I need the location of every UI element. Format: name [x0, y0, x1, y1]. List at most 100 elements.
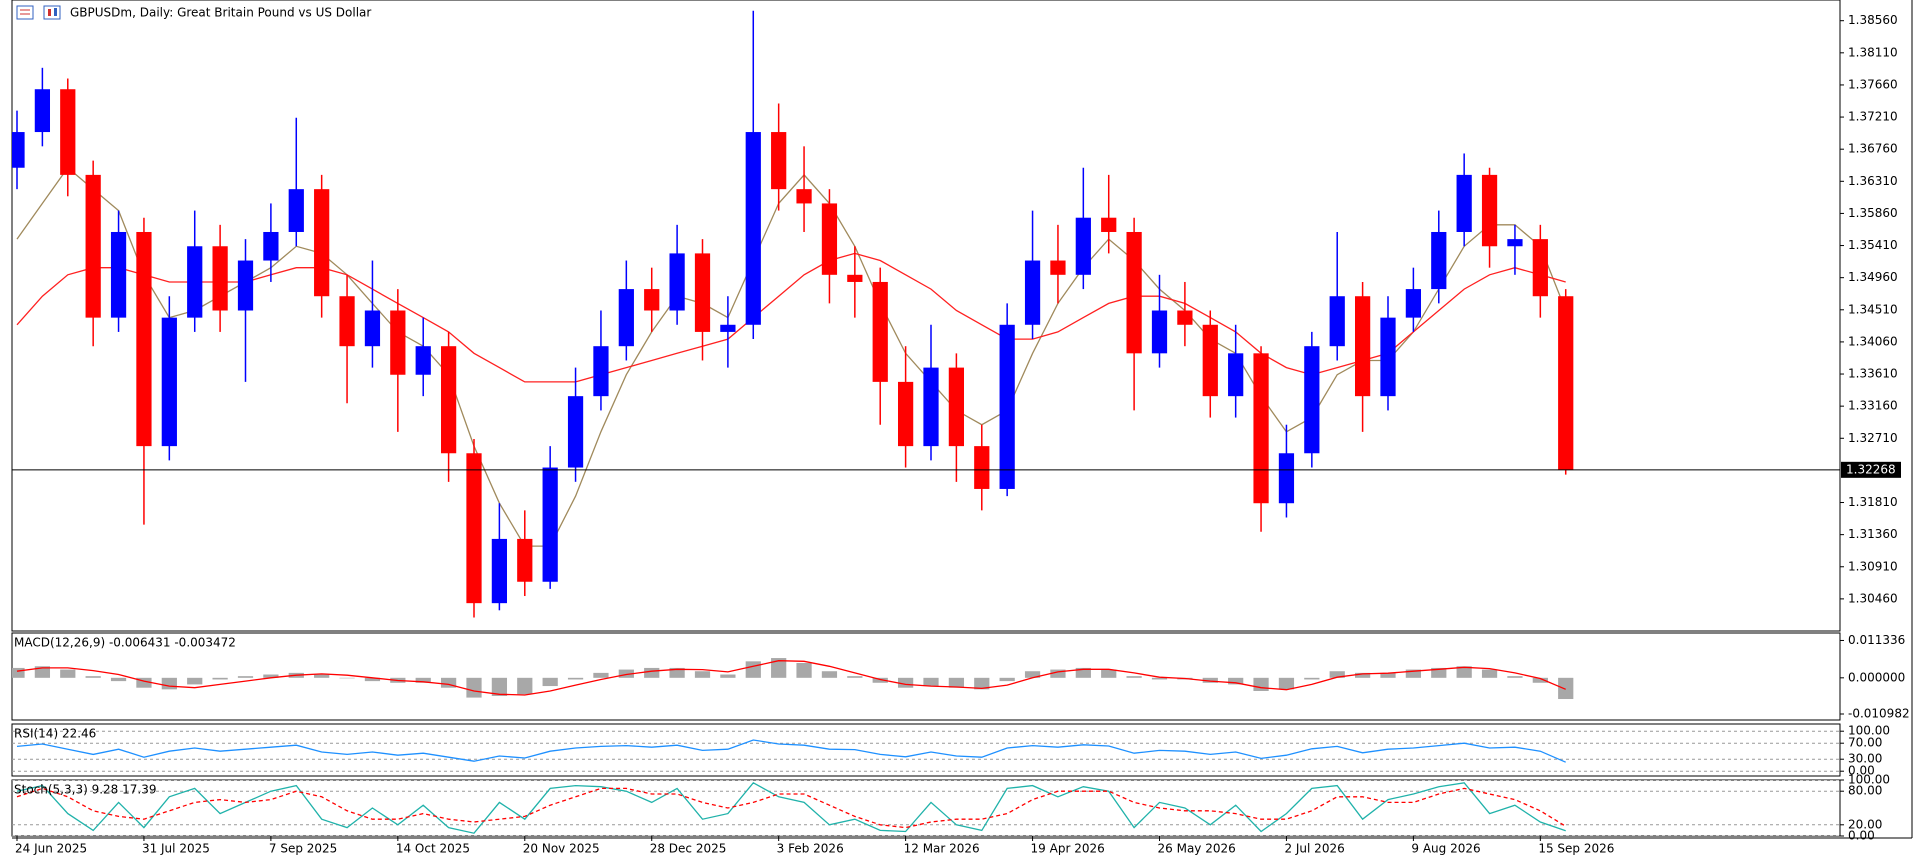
- histogram-bar: [1405, 669, 1422, 678]
- histogram-bar: [694, 671, 711, 678]
- x-tick-label: 19 Apr 2026: [1031, 842, 1105, 856]
- candle-body: [1278, 453, 1295, 504]
- candle-body: [237, 260, 254, 311]
- y-tick-label: 1.38110: [1848, 45, 1898, 59]
- panel-title: Stoch(5,3,3) 9.28 17.39: [14, 783, 156, 797]
- histogram-bar: [618, 669, 634, 678]
- x-tick-label: 14 Oct 2025: [396, 842, 470, 856]
- y-tick-label: 0.00: [1848, 764, 1875, 778]
- candle-body: [136, 231, 152, 447]
- icon: [16, 5, 34, 20]
- candle-body: [60, 89, 76, 175]
- histogram-bar: [364, 677, 381, 682]
- candle-body: [1405, 289, 1422, 318]
- histogram-bar: [669, 667, 685, 678]
- icon: [48, 9, 51, 16]
- candle-body: [796, 189, 812, 204]
- candle-body: [110, 231, 127, 318]
- y-tick-label: 1.30910: [1848, 559, 1898, 573]
- histogram-bar: [161, 677, 177, 690]
- y-tick-label: 70.00: [1848, 736, 1882, 750]
- candle-body: [1558, 296, 1574, 470]
- candle-body: [1481, 174, 1498, 247]
- y-tick-label: 0.011336: [1848, 633, 1905, 647]
- candle-body: [390, 310, 406, 375]
- candle-body: [1507, 239, 1523, 247]
- candle-body: [1126, 231, 1142, 354]
- candle-body: [339, 296, 355, 347]
- panel-3: [12, 780, 1840, 836]
- histogram-bar: [1228, 677, 1244, 685]
- indicator-line: [16, 660, 1566, 696]
- x-tick-label: 15 Sep 2026: [1538, 842, 1614, 856]
- icon: [54, 8, 57, 16]
- indicator-line: [16, 739, 1566, 763]
- y-tick-label: 1.35410: [1848, 238, 1898, 252]
- y-tick-label: 1.34960: [1848, 270, 1898, 284]
- histogram-bar: [1126, 676, 1142, 678]
- y-tick-label: 1.33610: [1848, 367, 1898, 381]
- candle-body: [1354, 296, 1371, 397]
- candle-body: [1304, 346, 1320, 454]
- histogram-bar: [923, 677, 939, 687]
- candle-body: [314, 189, 330, 297]
- y-tick-label: 1.34060: [1848, 334, 1898, 348]
- y-tick-label: 1.36310: [1848, 174, 1898, 188]
- panel-frame: [11, 723, 1841, 777]
- histogram-bar: [1202, 677, 1218, 683]
- y-tick-label: -0.010982: [1848, 707, 1910, 721]
- candle-body: [542, 467, 558, 582]
- histogram-bar: [821, 671, 838, 678]
- candle-body: [948, 367, 965, 447]
- panel-0: [12, 10, 1574, 618]
- candle-body: [593, 346, 609, 397]
- histogram-bar: [1253, 677, 1269, 691]
- candle-body: [1456, 174, 1472, 232]
- y-tick-label: 1.36760: [1848, 142, 1898, 156]
- candle-body: [771, 132, 787, 190]
- histogram-bar: [720, 674, 736, 678]
- candle-body: [517, 538, 533, 582]
- histogram-bar: [593, 672, 609, 678]
- candle-body: [1050, 260, 1066, 275]
- candle-body: [694, 253, 711, 332]
- histogram-bar: [1558, 677, 1574, 700]
- x-tick-label: 26 May 2026: [1158, 842, 1236, 856]
- histogram-bar: [187, 677, 203, 685]
- histogram-bar: [745, 661, 761, 678]
- candle-body: [161, 317, 177, 447]
- histogram-bar: [872, 677, 888, 683]
- histogram-bar: [415, 677, 431, 683]
- candle-body: [1431, 231, 1447, 290]
- histogram-bar: [1507, 676, 1523, 678]
- histogram-bar: [12, 667, 25, 678]
- histogram-bar: [1278, 677, 1295, 690]
- candle-body: [567, 396, 584, 468]
- last-price-box: [1841, 461, 1901, 478]
- candle-body: [847, 274, 863, 282]
- candle-body: [491, 538, 508, 604]
- y-tick-label: 0.00: [1848, 829, 1875, 843]
- histogram-bar: [1380, 672, 1396, 678]
- histogram-bar: [1456, 666, 1472, 678]
- histogram-bar: [136, 677, 152, 688]
- histogram-bar: [314, 674, 330, 678]
- candle-body: [364, 310, 381, 347]
- candle-body: [415, 346, 431, 375]
- candle-body: [12, 132, 25, 168]
- histogram-bar: [771, 658, 787, 678]
- candle-body: [263, 231, 279, 261]
- candle-body: [212, 246, 228, 311]
- histogram-bar: [1431, 667, 1447, 678]
- histogram-bar: [517, 677, 533, 695]
- candle-body: [1177, 310, 1193, 325]
- histogram-bar: [237, 676, 254, 678]
- histogram-bar: [1024, 671, 1041, 678]
- y-tick-label: 1.38560: [1848, 13, 1898, 27]
- panel-title: MACD(12,26,9) -0.006431 -0.003472: [14, 636, 236, 650]
- candle-body: [1151, 310, 1168, 354]
- toolbar-icons: [16, 5, 61, 20]
- y-tick-label: 1.37660: [1848, 77, 1898, 91]
- candle-body: [1101, 217, 1117, 232]
- histogram-bar: [85, 676, 101, 678]
